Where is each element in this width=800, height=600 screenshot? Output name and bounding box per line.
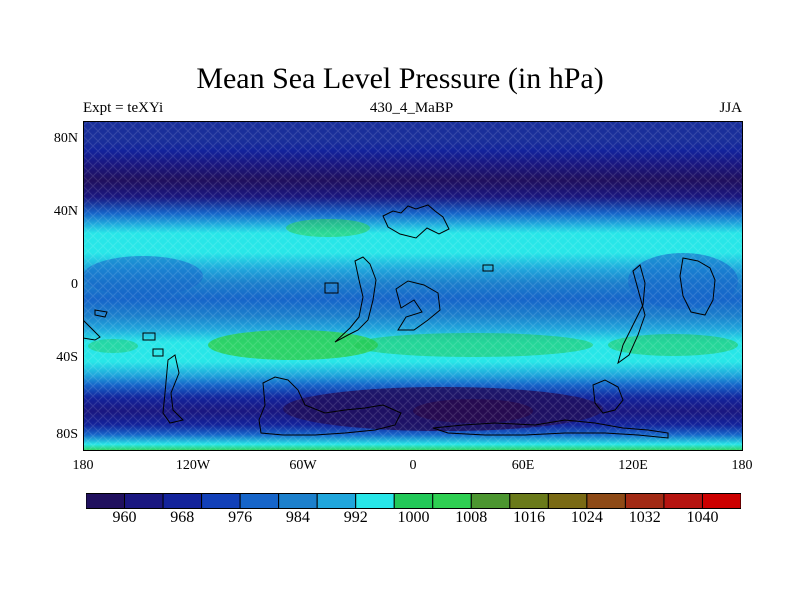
- experiment-label: Expt = teXYi: [83, 100, 164, 116]
- colorbar-label: 1000: [397, 509, 430, 526]
- colorbar-label: 1008: [455, 509, 488, 526]
- coastline: [94, 309, 108, 318]
- colorbar-swatch: [663, 493, 703, 509]
- colorbar-swatch: [239, 493, 280, 509]
- colorbar: [86, 493, 741, 509]
- colorbar-swatch: [701, 493, 741, 509]
- colorbar-label: 984: [285, 509, 310, 526]
- colorbar-label: 1040: [686, 509, 719, 526]
- continent-outlines: [83, 204, 716, 439]
- lon-tick-120e: 120E: [618, 458, 648, 473]
- colorbar-swatch: [393, 493, 434, 509]
- lat-tick-80n: 80N: [53, 131, 78, 146]
- lon-tick-0: 0: [409, 458, 417, 473]
- colorbar-label: 968: [170, 509, 195, 526]
- colorbar-label: 960: [112, 509, 137, 526]
- colorbar-swatch: [547, 493, 588, 509]
- colorbar-label: 976: [228, 509, 253, 526]
- colorbar-label: 1032: [628, 509, 661, 526]
- coastline: [152, 348, 164, 357]
- colorbar-swatch: [470, 493, 511, 509]
- lat-tick-40s: 40S: [56, 350, 78, 365]
- colorbar-swatch: [586, 493, 626, 509]
- colorbar-swatch: [201, 493, 241, 509]
- lon-tick-120w: 120W: [175, 458, 211, 473]
- coastline: [83, 319, 101, 341]
- colorbar-swatch: [162, 493, 203, 509]
- coastline: [432, 419, 669, 439]
- lon-tick-180w: 180: [72, 458, 94, 473]
- colorbar-swatch: [278, 493, 318, 509]
- lat-tick-40n: 40N: [53, 204, 78, 219]
- coastline: [679, 257, 716, 316]
- coastline: [258, 376, 402, 436]
- coastline: [334, 256, 377, 343]
- coastline: [382, 204, 450, 239]
- lat-tick-0: 0: [71, 277, 78, 292]
- map-title: Mean Sea Level Pressure (in hPa): [196, 62, 604, 95]
- coastline: [395, 280, 441, 331]
- colorbar-swatch: [124, 493, 164, 509]
- colorbar-swatch: [355, 493, 395, 509]
- pressure-map: [83, 121, 743, 451]
- colorbar-swatch: [509, 493, 549, 509]
- colorbar-swatch: [86, 493, 126, 509]
- coastline: [324, 282, 339, 294]
- period-label: 430_4_MaBP: [369, 100, 454, 116]
- colorbar-label: 1016: [513, 509, 546, 526]
- lon-tick-60w: 60W: [289, 458, 317, 473]
- season-label: JJA: [719, 100, 742, 116]
- colorbar-swatch: [624, 493, 665, 509]
- coastline: [617, 264, 646, 365]
- colorbar-swatch: [432, 493, 472, 509]
- colorbar-swatch: [316, 493, 357, 509]
- coastline: [142, 332, 156, 341]
- coastline: [482, 264, 494, 272]
- colorbar-label: 1024: [570, 509, 603, 526]
- lat-tick-80s: 80S: [56, 427, 78, 442]
- coastline: [162, 354, 184, 424]
- lon-tick-60e: 60E: [511, 458, 535, 473]
- coastline: [592, 379, 624, 414]
- colorbar-label: 992: [343, 509, 368, 526]
- lon-tick-180e: 180: [731, 458, 753, 473]
